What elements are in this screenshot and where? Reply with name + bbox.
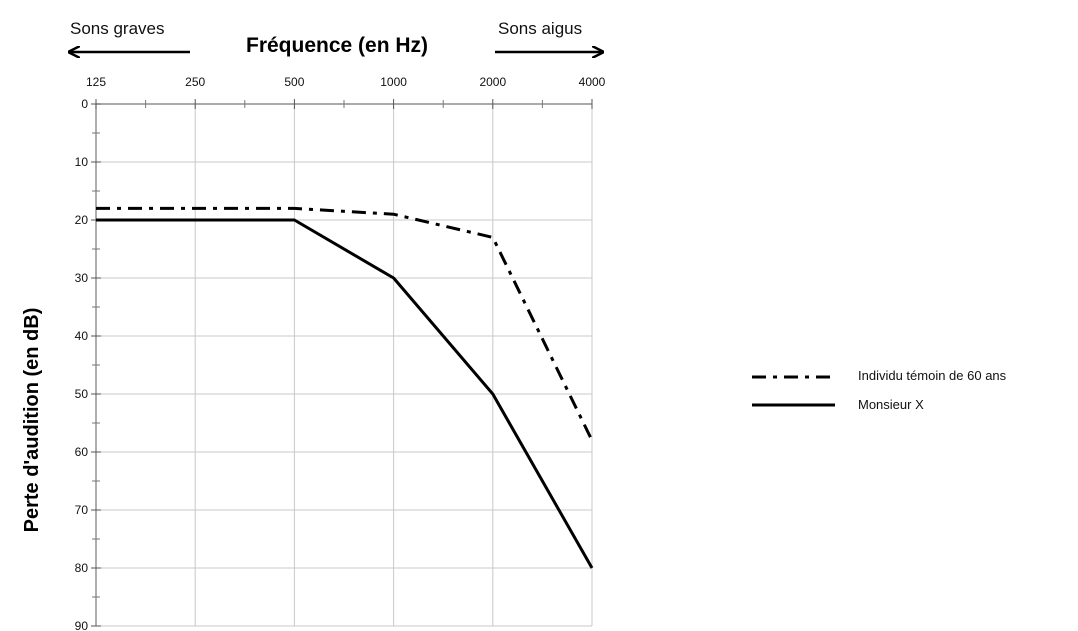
x-axis: 125 250 500 1000 2000 4000 [86, 75, 606, 109]
grid [95, 103, 593, 627]
x-tick-label: 2000 [479, 75, 506, 89]
x-tick-label: 4000 [579, 75, 606, 89]
legend-label-monsieur-x: Monsieur X [858, 397, 924, 412]
y-tick-label: 50 [75, 387, 89, 401]
high-sounds-label: Sons aigus [498, 19, 582, 38]
low-sounds-label: Sons graves [70, 19, 165, 38]
y-tick-label: 70 [75, 503, 89, 517]
y-tick-label: 90 [75, 619, 89, 631]
y-tick-label: 20 [75, 213, 89, 227]
x-tick-label: 500 [284, 75, 304, 89]
x-tick-label: 125 [86, 75, 106, 89]
legend-label-temoin: Individu témoin de 60 ans [858, 368, 1007, 383]
y-tick-label: 40 [75, 329, 89, 343]
y-tick-label: 60 [75, 445, 89, 459]
y-tick-label: 80 [75, 561, 89, 575]
y-tick-label: 10 [75, 155, 89, 169]
y-axis-title: Perte d'audition (en dB) [21, 308, 43, 533]
y-tick-label: 30 [75, 271, 89, 285]
x-tick-label: 250 [185, 75, 205, 89]
x-axis-title: Fréquence (en Hz) [246, 34, 428, 57]
legend: Individu témoin de 60 ans Monsieur X [752, 368, 1007, 412]
x-tick-label: 1000 [380, 75, 407, 89]
series-layer [95, 206, 594, 569]
series-line-temoin [96, 206, 594, 442]
y-axis: 0 10 20 30 40 50 60 70 80 90 [75, 97, 101, 631]
y-tick-label: 0 [81, 97, 88, 111]
